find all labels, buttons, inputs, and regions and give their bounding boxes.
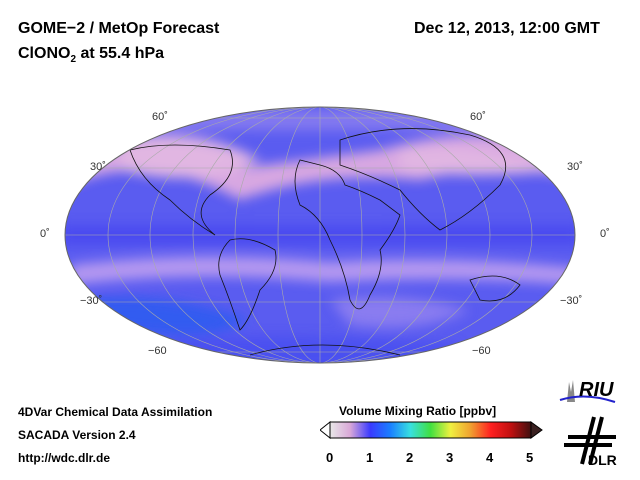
dlr-logo: DLR	[564, 416, 617, 468]
footer-line-1: 4DVar Chemical Data Assimilation	[18, 405, 213, 419]
colorbar-gradient	[329, 421, 532, 439]
lat-label-right: 0˚	[600, 228, 610, 240]
svg-text:DLR: DLR	[588, 452, 617, 468]
riu-logo: RIU	[559, 379, 616, 403]
colorbar-max-arrow	[530, 421, 543, 439]
colorbar-tick: 4	[486, 450, 494, 465]
coastlines	[129, 128, 521, 356]
colorbar-tick: 0	[326, 450, 334, 465]
colorbar-tick: 5	[526, 450, 534, 465]
lat-label-left: 30˚	[90, 161, 106, 173]
species-label: ClONO2 at 55.4 hPa	[18, 45, 165, 66]
footer-line-2: SACADA Version 2.4	[18, 428, 136, 442]
figure-title: GOME−2 / MetOp Forecast	[18, 20, 220, 37]
colorbar-tick: 3	[446, 450, 454, 465]
footer-url[interactable]: http://wdc.dlr.de	[18, 451, 110, 465]
lat-label-left: 60˚	[152, 111, 168, 123]
colorbar-title: Volume Mixing Ratio [ppbv]	[339, 404, 497, 418]
graticule	[65, 107, 575, 363]
datetime-label: Dec 12, 2013, 12:00 GMT	[414, 20, 600, 37]
lat-label-right: 30˚	[567, 161, 583, 173]
lat-label-right: 60˚	[470, 111, 486, 123]
lat-label-right: −30˚	[560, 295, 583, 307]
colorbar-tick: 2	[406, 450, 414, 465]
map-border	[64, 106, 576, 364]
clono2-field	[65, 107, 575, 363]
colorbar	[320, 420, 543, 440]
colorbar-min-arrow	[320, 420, 331, 440]
colorbar-tick: 1	[366, 450, 374, 465]
lat-label-left: 0˚	[40, 228, 50, 240]
lat-label-left: −60	[148, 345, 167, 357]
svg-text:RIU: RIU	[579, 379, 614, 401]
lat-label-right: −60	[472, 345, 491, 357]
lat-label-left: −30˚	[80, 295, 103, 307]
